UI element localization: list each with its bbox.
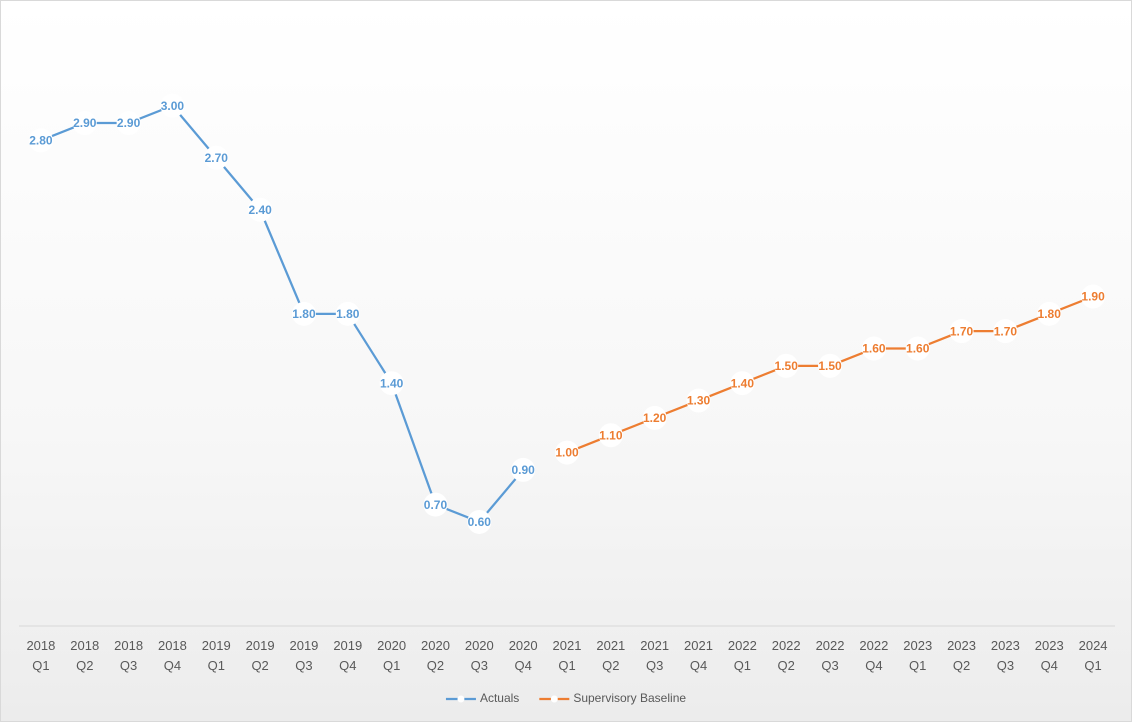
- data-label: 1.30: [687, 394, 711, 408]
- x-tick-label: 2023 Q3: [990, 638, 1020, 673]
- marker: [511, 457, 536, 482]
- data-label: 1.50: [775, 359, 799, 373]
- marker: [993, 319, 1018, 344]
- x-tick-label: 2022 Q4: [859, 638, 889, 673]
- data-label: 1.10: [599, 428, 623, 442]
- data-label: 0.90: [511, 463, 535, 477]
- data-label: 2.70: [205, 151, 229, 165]
- legend-marker: [550, 695, 558, 703]
- data-label: 2.90: [73, 116, 97, 130]
- data-label: 3.00: [161, 99, 185, 113]
- x-tick-label: 2018 Q1: [26, 638, 56, 673]
- x-tick-label: 2024 Q1: [1078, 638, 1108, 673]
- x-tick-label: 2020 Q3: [464, 638, 494, 673]
- data-label: 1.90: [1081, 290, 1105, 304]
- x-tick-label: 2021 Q1: [552, 638, 582, 673]
- x-tick-label: 2018 Q4: [157, 638, 187, 673]
- data-label: 0.70: [424, 498, 448, 512]
- x-tick-label: 2022 Q1: [727, 638, 757, 673]
- x-tick-label: 2019 Q2: [245, 638, 275, 673]
- marker: [291, 301, 316, 326]
- x-tick-label: 2020 Q1: [377, 638, 407, 673]
- data-label: 1.50: [818, 359, 842, 373]
- data-label: 1.60: [906, 342, 930, 356]
- x-tick-label: 2020 Q4: [508, 638, 538, 673]
- data-label: 1.40: [380, 376, 404, 390]
- marker: [774, 353, 799, 378]
- marker: [248, 197, 273, 222]
- data-label: 1.70: [950, 324, 974, 338]
- x-tick-label: 2022 Q3: [815, 638, 845, 673]
- marker: [72, 111, 97, 136]
- data-label: 1.40: [731, 376, 755, 390]
- marker: [905, 336, 930, 361]
- data-label: 1.00: [555, 446, 579, 460]
- x-tick-label: 2023 Q1: [903, 638, 933, 673]
- x-tick-label: 2019 Q4: [333, 638, 363, 673]
- data-label: 2.40: [248, 203, 272, 217]
- marker: [949, 319, 974, 344]
- marker: [1037, 301, 1062, 326]
- data-label: 1.80: [1038, 307, 1062, 321]
- x-tick-label: 2019 Q3: [289, 638, 319, 673]
- marker: [555, 440, 579, 465]
- x-tick-label: 2019 Q1: [201, 638, 231, 673]
- x-tick-label: 2022 Q2: [771, 638, 801, 673]
- marker: [467, 509, 492, 534]
- marker: [160, 93, 185, 118]
- data-label: 2.90: [117, 116, 141, 130]
- marker: [423, 492, 448, 517]
- marker: [686, 388, 711, 413]
- marker: [818, 353, 843, 378]
- data-label: 1.80: [336, 307, 360, 321]
- marker: [116, 111, 141, 136]
- data-label: 0.60: [468, 515, 492, 529]
- marker: [598, 423, 623, 448]
- x-tick-label: 2023 Q4: [1034, 638, 1064, 673]
- marker: [861, 336, 886, 361]
- marker: [642, 405, 667, 430]
- x-tick-label: 2020 Q2: [421, 638, 450, 673]
- marker: [204, 145, 229, 170]
- data-label: 1.20: [643, 411, 667, 425]
- marker: [335, 301, 360, 326]
- marker: [730, 371, 755, 396]
- x-tick-label: 2018 Q3: [114, 638, 144, 673]
- legend-marker: [457, 695, 465, 703]
- x-tick-label: 2021 Q3: [640, 638, 670, 673]
- data-label: 1.80: [292, 307, 316, 321]
- marker: [28, 128, 53, 153]
- x-tick-label: 2021 Q4: [684, 638, 713, 673]
- data-label: 2.80: [29, 134, 53, 148]
- legend-label: Supervisory Baseline: [573, 691, 686, 705]
- x-tick-label: 2021 Q2: [596, 638, 626, 673]
- data-label: 1.70: [994, 324, 1018, 338]
- marker: [379, 371, 404, 396]
- series-line: [40, 104, 525, 524]
- x-tick-label: 2018 Q2: [70, 638, 100, 673]
- legend-label: Actuals: [480, 691, 519, 705]
- x-tick-label: 2023 Q2: [947, 638, 976, 673]
- marker: [1081, 284, 1106, 309]
- data-label: 1.60: [862, 342, 886, 356]
